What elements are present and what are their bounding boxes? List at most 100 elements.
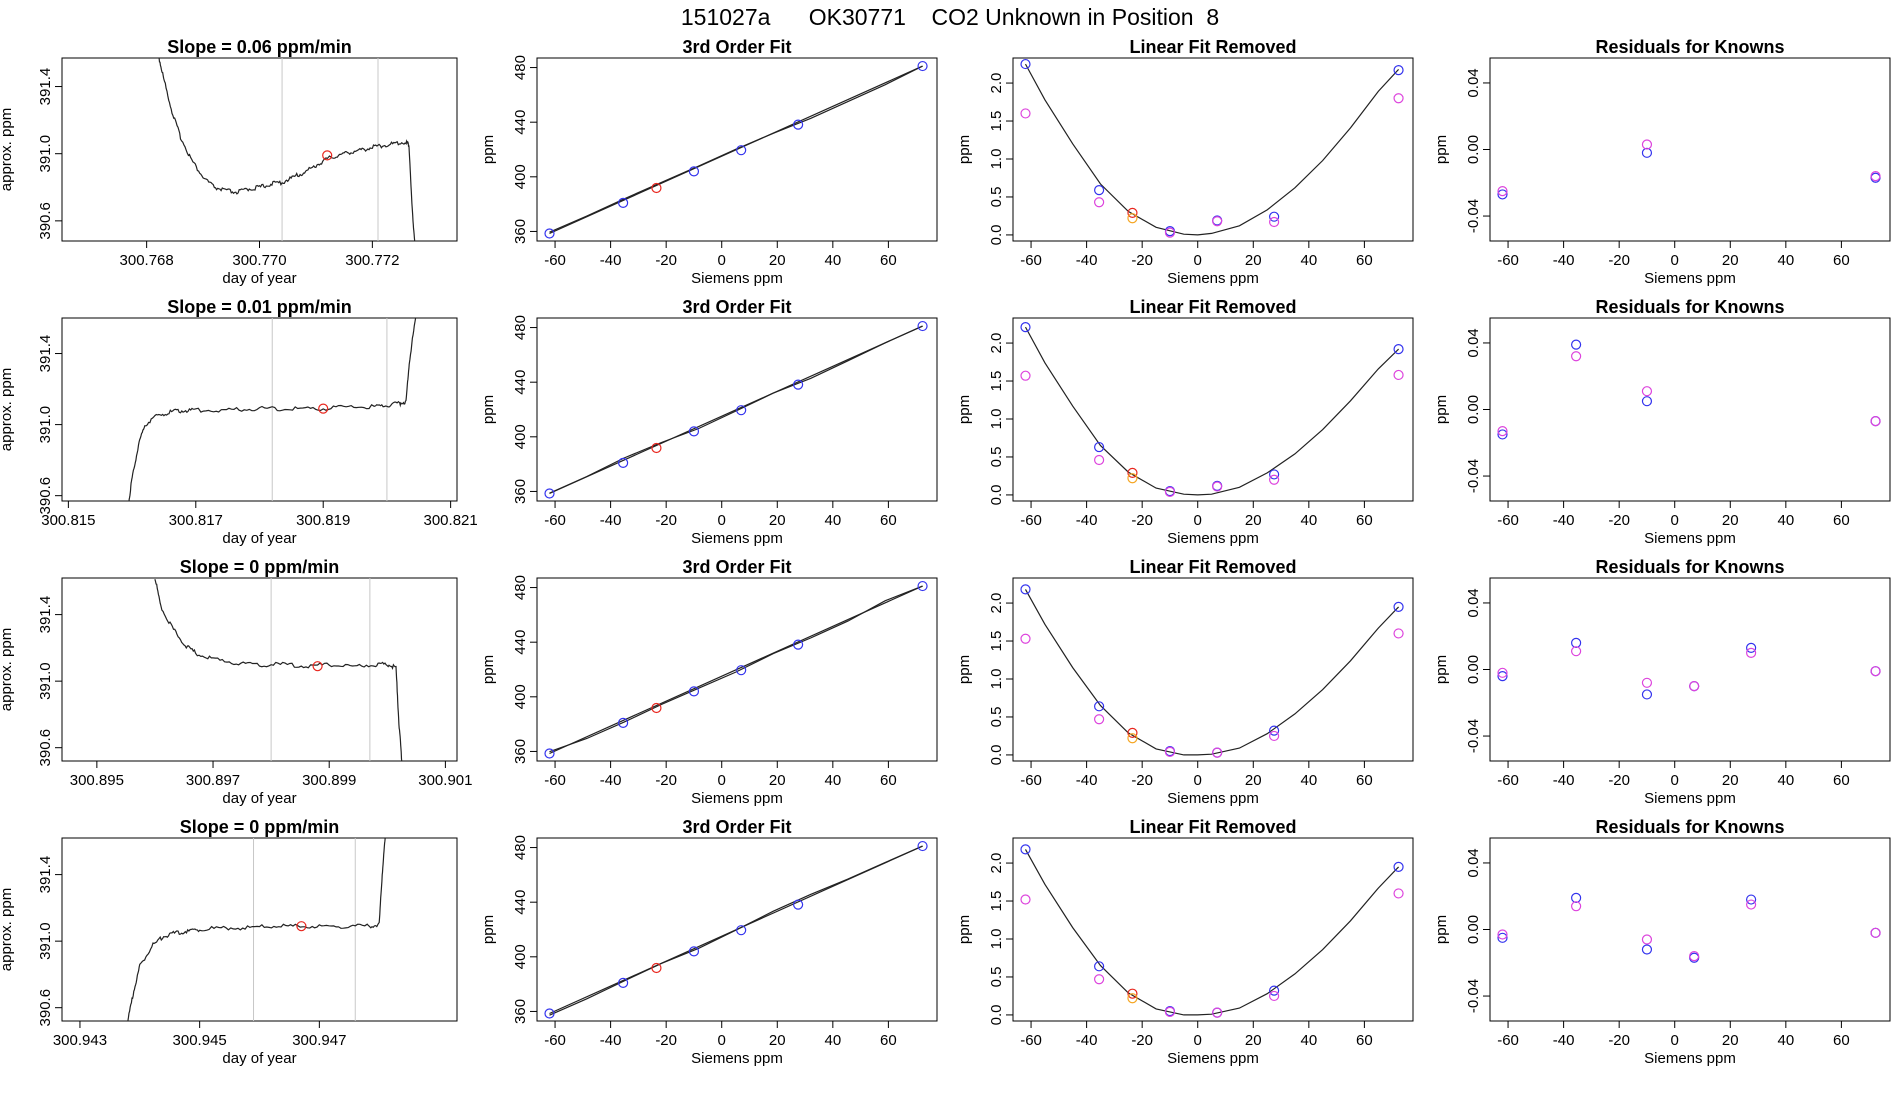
data-point [1571, 637, 1582, 648]
x-axis-label: Siemens ppm [1167, 530, 1259, 547]
data-point [1497, 929, 1508, 940]
x-axis-label: day of year [222, 790, 296, 807]
y-tick-label: 0.00 [1465, 135, 1482, 164]
x-tick-label: -40 [600, 1032, 622, 1049]
data-point [1269, 990, 1280, 1002]
data-point [1641, 689, 1653, 700]
y-tick-label: 1.5 [988, 371, 1005, 392]
data-point [544, 1008, 555, 1019]
y-tick-label: 360 [512, 999, 529, 1024]
x-tick-label: -20 [1131, 772, 1153, 789]
y-tick-label: 1.5 [988, 111, 1005, 132]
x-tick-label: 60 [1356, 252, 1373, 269]
x-axis-label: Siemens ppm [1644, 1050, 1736, 1067]
data-point [917, 840, 928, 852]
y-axis-label: approx. ppm [0, 108, 15, 191]
x-axis-label: Siemens ppm [691, 790, 783, 807]
marker-point [312, 661, 323, 672]
x-tick-label: -60 [544, 512, 566, 529]
plot-frame [1489, 837, 1891, 1022]
x-tick-label: -20 [1131, 1032, 1153, 1049]
plot-frame [536, 317, 938, 502]
data-point [1094, 961, 1105, 972]
y-axis-label: ppm [1433, 395, 1450, 424]
y-tick-label: 391.4 [37, 335, 54, 373]
x-axis-label: Siemens ppm [1644, 790, 1736, 807]
plot-frame [61, 837, 458, 1022]
y-tick-label: 400 [512, 424, 529, 449]
data-point [1094, 185, 1105, 196]
y-tick-label: 0.5 [988, 967, 1005, 988]
x-tick-label: 20 [1722, 512, 1739, 529]
x-tick-label: 20 [1245, 512, 1262, 529]
y-tick-label: 2.0 [988, 333, 1005, 354]
x-tick-label: 40 [824, 252, 841, 269]
y-tick-label: 1.0 [988, 669, 1005, 690]
panel-0-1: 3rd Order Fit -60 -40 -20 0 20 40 60 360 400 440 48… [480, 37, 938, 287]
x-tick-label: 40 [1777, 772, 1794, 789]
data-point [1746, 899, 1757, 910]
x-tick-label: 0 [1194, 1032, 1202, 1049]
x-axis-label: day of year [222, 270, 296, 287]
x-tick-label: -20 [655, 772, 677, 789]
fit-curve [1024, 849, 1400, 1016]
x-tick-label: -60 [544, 1032, 566, 1049]
data-point [1870, 666, 1881, 677]
panel-title: Slope = 0 ppm/min [180, 817, 340, 837]
panel-title: Slope = 0 ppm/min [180, 557, 340, 577]
y-axis-label: ppm [956, 395, 973, 424]
y-tick-label: 1.0 [988, 409, 1005, 430]
data-point [917, 320, 928, 332]
x-tick-label: -20 [655, 252, 677, 269]
data-point [1689, 951, 1700, 962]
data-point [1641, 944, 1653, 955]
x-tick-label: 40 [1300, 512, 1317, 529]
panel-title: Residuals for Knowns [1595, 37, 1784, 57]
y-tick-label: 0.04 [1465, 68, 1482, 97]
x-tick-label: 20 [1245, 252, 1262, 269]
data-point [1094, 197, 1105, 208]
x-tick-label: -60 [1497, 252, 1519, 269]
x-tick-label: -20 [655, 512, 677, 529]
data-point [1497, 429, 1508, 440]
data-point [736, 405, 747, 416]
x-tick-label: -20 [1131, 252, 1153, 269]
x-tick-label: -40 [600, 512, 622, 529]
y-axis-label: ppm [1433, 655, 1450, 684]
data-point [1269, 211, 1280, 222]
panel-title: Slope = 0.06 ppm/min [167, 37, 352, 57]
fit-line [549, 325, 923, 495]
y-tick-label: 1.0 [988, 929, 1005, 950]
data-trace [154, 579, 403, 761]
y-tick-label: 391.4 [37, 856, 54, 894]
panel-3-2: Linear Fit Removed -60 -40 -20 0 20 40 60 0.0 0.5… [956, 817, 1414, 1067]
data-point [618, 457, 629, 468]
y-axis-label: approx. ppm [0, 888, 15, 971]
x-tick-label: 0 [718, 1032, 726, 1049]
x-tick-label: 20 [1245, 772, 1262, 789]
data-point [1269, 469, 1280, 480]
x-tick-label: -40 [600, 772, 622, 789]
x-tick-label: 300.770 [232, 252, 286, 269]
x-tick-label: 300.819 [296, 512, 350, 529]
x-tick-label: -40 [1076, 772, 1098, 789]
x-tick-label: -20 [1608, 1032, 1630, 1049]
x-tick-label: 20 [769, 772, 786, 789]
plot-area [549, 325, 923, 495]
data-point [793, 899, 804, 910]
y-tick-label: 400 [512, 944, 529, 969]
x-tick-label: 60 [1356, 772, 1373, 789]
y-tick-label: 480 [512, 575, 529, 600]
x-axis-label: Siemens ppm [691, 270, 783, 287]
y-axis-label: approx. ppm [0, 628, 15, 711]
x-tick-label: 300.943 [53, 1032, 107, 1049]
data-point [736, 145, 747, 156]
data-point [1497, 426, 1508, 437]
data-point [1020, 370, 1031, 381]
fit-line [549, 845, 923, 1015]
data-point [1870, 927, 1881, 938]
y-tick-label: 1.5 [988, 891, 1005, 912]
x-tick-label: -60 [1497, 772, 1519, 789]
plot-area [127, 838, 386, 1021]
data-point [1127, 727, 1138, 739]
